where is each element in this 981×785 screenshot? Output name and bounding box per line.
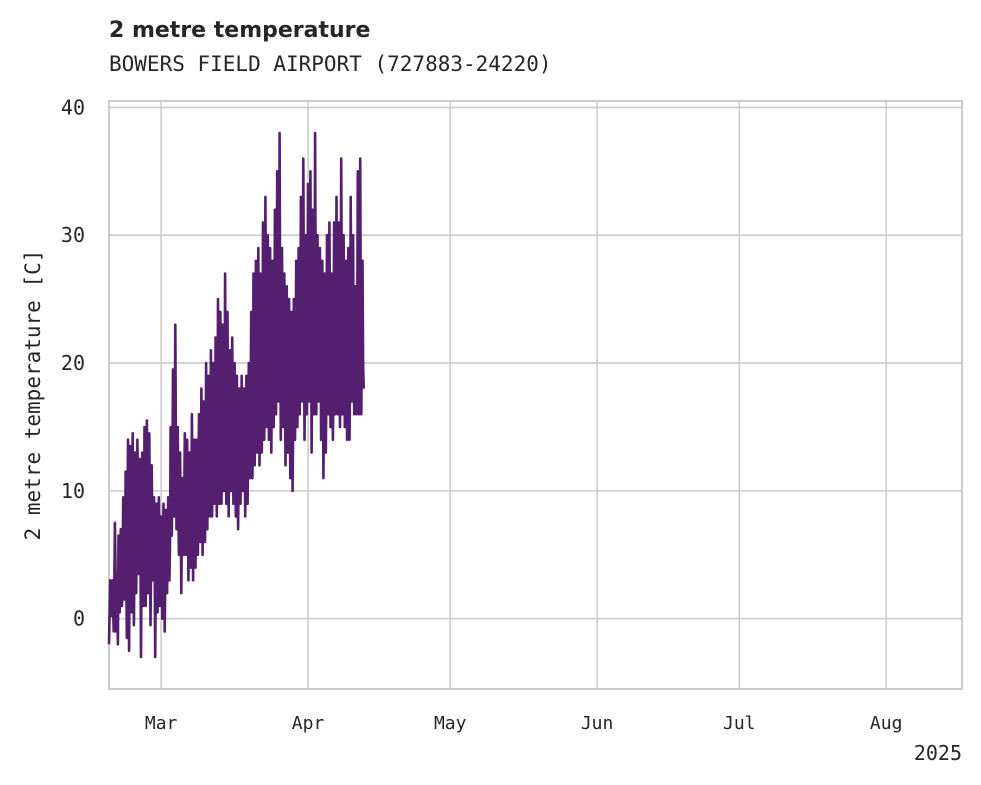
series-line-temperature: [107, 131, 365, 659]
plot-frame: [108, 100, 963, 690]
y-axis-label: 2 metre temperature [C]: [21, 250, 45, 541]
x-axis-offset-label: 2025: [914, 741, 962, 765]
chart-subtitle: BOWERS FIELD AIRPORT (727883-24220): [109, 52, 552, 76]
chart-title: 2 metre temperature: [109, 18, 371, 43]
x-tick-label: Mar: [145, 713, 178, 734]
x-tick-labels: Mar Apr May Jun Jul Aug: [145, 713, 903, 734]
y-tick-label: 10: [61, 479, 85, 503]
x-tick-label: Jul: [723, 713, 756, 734]
x-tick-label: Apr: [292, 713, 325, 734]
x-tick-label: Jun: [581, 713, 614, 734]
x-tick-label: Aug: [870, 713, 903, 734]
x-tick-label: May: [434, 713, 467, 734]
y-tick-label: 0: [73, 607, 85, 631]
y-tick-label: 40: [61, 95, 85, 119]
y-tick-label: 20: [61, 351, 85, 375]
y-tick-labels: 0 10 20 30 40: [61, 95, 85, 630]
y-tick-label: 30: [61, 223, 85, 247]
